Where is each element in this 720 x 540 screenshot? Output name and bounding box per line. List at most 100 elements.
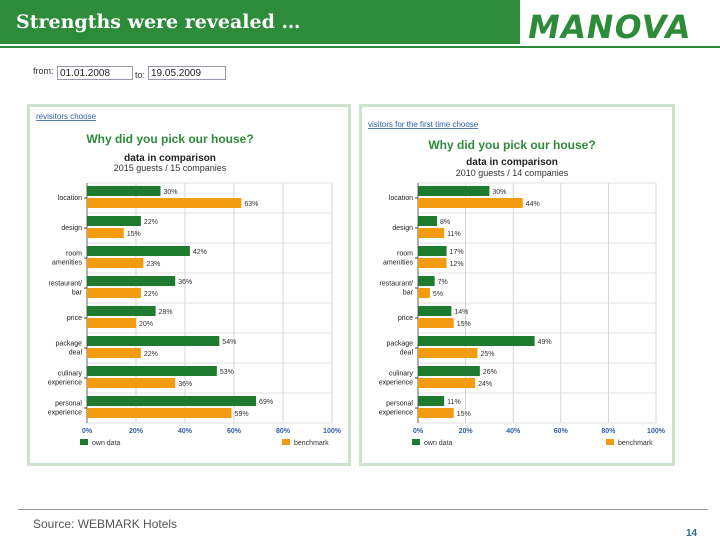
x-tick-label: 60% [227,428,242,435]
chart-caption: visitors for the first time choose [368,120,479,129]
footer-divider [18,509,708,510]
from-label: from: [33,66,54,76]
data-label-own: 53% [220,369,234,376]
bar-own-data [418,306,452,316]
category-label: amenities [52,260,82,267]
to-date-input[interactable]: 19.05.2009 [148,66,226,80]
data-label-benchmark: 59% [235,411,249,418]
bar-benchmark [418,408,454,418]
legend-label-own: own data [424,440,453,447]
data-label-benchmark: 44% [526,201,540,208]
data-label-own: 69% [259,399,273,406]
bar-own-data [87,366,217,376]
bar-own-data [87,306,156,316]
bar-benchmark [418,258,447,268]
data-label-benchmark: 23% [146,261,160,268]
manova-logo: MANOVA [524,8,695,46]
bar-benchmark [418,378,476,388]
data-label-own: 36% [178,279,192,286]
bar-benchmark [87,318,136,328]
category-label: experience [379,410,413,417]
category-label: experience [48,380,82,387]
chart-subtitle-guests: 2015 guests / 15 companies [114,163,227,173]
bar-benchmark [418,198,523,208]
page-number: 14 [686,528,698,539]
legend-swatch-own [412,439,420,445]
data-label-benchmark: 11% [447,231,461,238]
category-label: experience [379,380,413,387]
chart-panel-first-time: visitors for the first time choose Why di… [359,104,675,466]
legend-swatch-benchmark [282,439,290,445]
data-label-own: 22% [144,219,158,226]
chart-subtitle-guests: 2010 guests / 14 companies [456,168,569,178]
x-tick-label: 40% [178,428,193,435]
chart-first-time: visitors for the first time choose Why di… [368,120,666,447]
data-label-benchmark: 22% [144,291,158,298]
x-tick-label: 0% [82,428,93,435]
category-label: restaurant/ [380,281,414,288]
bar-own-data [87,246,190,256]
category-label: price [398,315,413,322]
data-label-own: 14% [454,309,468,316]
category-label: design [61,225,82,232]
data-label-own: 11% [447,399,461,406]
category-label: culinary [389,371,414,378]
bar-benchmark [418,348,478,358]
bar-own-data [418,276,435,286]
data-label-own: 8% [440,219,450,226]
category-label: package [56,341,83,348]
bar-benchmark [87,408,232,418]
bar-own-data [418,246,447,256]
chart-panel-revisitors: revisitors choose Why did you pick our ho… [27,104,351,466]
category-label: personal [55,401,82,408]
data-label-benchmark: 15% [457,321,471,328]
x-tick-label: 0% [413,428,424,435]
legend-swatch-own [80,439,88,445]
bar-own-data [87,216,141,226]
category-label: room [397,251,413,258]
data-label-benchmark: 15% [127,231,141,238]
category-label: price [67,315,82,322]
category-label: amenities [383,260,413,267]
chart-title: Why did you pick our house? [428,138,595,152]
x-tick-label: 20% [129,428,144,435]
bar-benchmark [87,288,141,298]
category-label: deal [69,350,83,357]
data-label-own: 30% [492,189,506,196]
category-label: location [58,195,82,202]
category-label: personal [386,401,413,408]
bar-own-data [87,186,161,196]
category-label: bar [72,290,83,297]
bar-own-data [418,186,490,196]
bar-benchmark [87,198,242,208]
category-label: experience [48,410,82,417]
data-label-own: 26% [483,369,497,376]
bar-own-data [87,336,220,346]
x-tick-label: 80% [601,428,616,435]
x-tick-label: 100% [647,428,666,435]
data-label-own: 30% [164,189,178,196]
bar-own-data [87,276,176,286]
page-title: Strengths were revealed … [0,0,520,44]
x-tick-label: 60% [554,428,569,435]
data-label-benchmark: 25% [481,351,495,358]
bar-own-data [418,396,445,406]
data-label-own: 54% [222,339,236,346]
bar-benchmark [87,258,144,268]
category-label: bar [403,290,414,297]
chart-subtitle: data in comparison [124,153,216,164]
legend-label-own: own data [92,440,121,447]
bar-benchmark [418,288,430,298]
bar-own-data [418,216,438,226]
chart-subtitle: data in comparison [466,157,558,168]
category-label: room [66,251,82,258]
data-label-benchmark: 22% [144,351,158,358]
category-label: culinary [58,371,83,378]
data-label-benchmark: 12% [450,261,464,268]
data-label-own: 49% [538,339,552,346]
category-label: package [387,341,414,348]
from-date-input[interactable]: 01.01.2008 [57,66,133,80]
data-label-own: 7% [438,279,448,286]
data-label-benchmark: 5% [433,291,443,298]
data-label-own: 42% [193,249,207,256]
